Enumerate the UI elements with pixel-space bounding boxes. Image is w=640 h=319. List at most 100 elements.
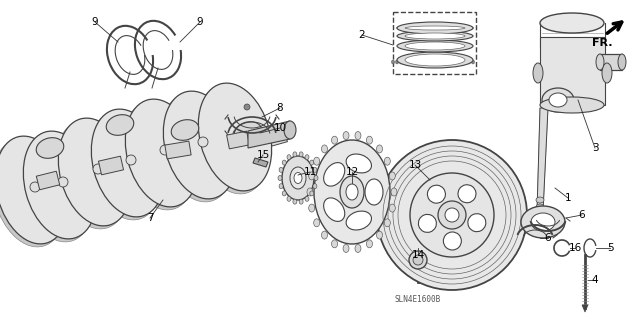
Ellipse shape [198, 83, 272, 191]
Ellipse shape [282, 156, 314, 200]
Text: 16: 16 [568, 243, 582, 253]
Polygon shape [600, 54, 622, 70]
Ellipse shape [428, 185, 445, 203]
Ellipse shape [367, 240, 372, 248]
Ellipse shape [412, 60, 415, 64]
Ellipse shape [172, 120, 199, 140]
Ellipse shape [244, 104, 250, 110]
Ellipse shape [531, 213, 555, 231]
Text: 10: 10 [273, 123, 287, 133]
Ellipse shape [467, 60, 470, 64]
Ellipse shape [403, 60, 406, 64]
Ellipse shape [321, 231, 328, 239]
Ellipse shape [440, 60, 442, 64]
Text: 1: 1 [564, 193, 572, 203]
Ellipse shape [536, 197, 544, 203]
Ellipse shape [540, 13, 604, 33]
Ellipse shape [399, 60, 403, 64]
Ellipse shape [410, 173, 494, 257]
Ellipse shape [409, 251, 427, 269]
Ellipse shape [391, 188, 397, 196]
Polygon shape [540, 37, 605, 105]
Ellipse shape [314, 157, 319, 165]
Ellipse shape [307, 188, 313, 196]
Ellipse shape [126, 155, 136, 165]
Ellipse shape [419, 60, 422, 64]
FancyBboxPatch shape [393, 12, 476, 74]
Ellipse shape [20, 134, 93, 242]
Ellipse shape [444, 232, 461, 250]
Text: 3: 3 [592, 143, 598, 153]
Ellipse shape [160, 94, 234, 202]
Ellipse shape [376, 231, 383, 239]
Ellipse shape [314, 219, 319, 227]
Ellipse shape [376, 145, 383, 153]
Ellipse shape [408, 60, 410, 64]
Ellipse shape [389, 204, 396, 212]
Ellipse shape [58, 118, 132, 226]
Text: 8: 8 [276, 103, 284, 113]
Ellipse shape [287, 196, 291, 201]
Ellipse shape [332, 136, 337, 144]
Ellipse shape [233, 129, 243, 139]
Ellipse shape [299, 199, 303, 204]
Ellipse shape [0, 139, 66, 247]
Polygon shape [253, 158, 268, 167]
Ellipse shape [424, 60, 426, 64]
Ellipse shape [415, 60, 419, 64]
Text: 13: 13 [408, 160, 422, 170]
Ellipse shape [397, 22, 473, 34]
Ellipse shape [428, 60, 431, 64]
Ellipse shape [397, 24, 473, 32]
Text: 11: 11 [303, 167, 317, 177]
Ellipse shape [346, 184, 358, 200]
Ellipse shape [234, 122, 262, 142]
Ellipse shape [346, 211, 371, 230]
Ellipse shape [397, 52, 473, 68]
Ellipse shape [397, 40, 473, 52]
Text: 2: 2 [358, 30, 365, 40]
Ellipse shape [287, 155, 291, 160]
Ellipse shape [355, 131, 361, 140]
Ellipse shape [444, 60, 447, 64]
Ellipse shape [125, 99, 198, 207]
Ellipse shape [310, 160, 314, 165]
Ellipse shape [413, 255, 423, 265]
Ellipse shape [456, 60, 458, 64]
Text: 9: 9 [92, 17, 99, 27]
Ellipse shape [445, 208, 459, 222]
Ellipse shape [36, 138, 64, 158]
Ellipse shape [405, 33, 465, 39]
Ellipse shape [343, 131, 349, 140]
Ellipse shape [431, 60, 435, 64]
Text: 14: 14 [412, 250, 424, 260]
Ellipse shape [405, 54, 465, 66]
Ellipse shape [405, 26, 465, 30]
Ellipse shape [314, 140, 390, 244]
Ellipse shape [314, 175, 318, 181]
Ellipse shape [279, 184, 283, 189]
Ellipse shape [396, 60, 399, 64]
Ellipse shape [472, 60, 474, 64]
Polygon shape [99, 156, 124, 175]
Ellipse shape [451, 60, 454, 64]
Ellipse shape [293, 199, 297, 204]
Ellipse shape [195, 86, 269, 194]
Ellipse shape [618, 54, 626, 70]
Ellipse shape [279, 167, 283, 172]
Ellipse shape [343, 244, 349, 252]
Ellipse shape [122, 102, 196, 210]
Ellipse shape [355, 244, 361, 252]
Ellipse shape [0, 136, 68, 244]
Ellipse shape [542, 88, 574, 112]
Ellipse shape [521, 206, 565, 238]
Ellipse shape [385, 219, 390, 227]
Ellipse shape [536, 204, 544, 210]
Ellipse shape [596, 54, 604, 70]
Ellipse shape [602, 63, 612, 83]
Text: 6: 6 [579, 210, 586, 220]
Text: 9: 9 [196, 17, 204, 27]
Ellipse shape [438, 201, 466, 229]
Ellipse shape [294, 173, 302, 183]
Ellipse shape [92, 109, 164, 217]
